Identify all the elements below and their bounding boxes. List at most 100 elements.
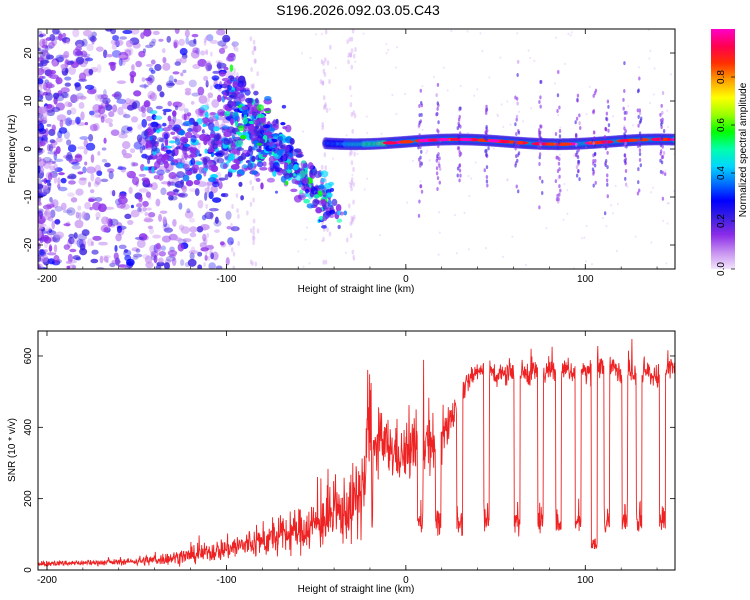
spectrogram-cell [210, 85, 213, 91]
spectrogram-cell [506, 179, 509, 182]
spectrogram-cell [116, 80, 127, 84]
spectrogram-cell [626, 185, 629, 188]
spectrogram-cell [634, 235, 637, 238]
spectrogram-cell [345, 134, 348, 137]
spectrogram-cell [101, 216, 109, 225]
spectrogram-cell [637, 139, 640, 144]
spectrogram-cell [48, 228, 53, 234]
spectrogram-cell [484, 108, 488, 113]
spectrogram-cell [154, 115, 163, 121]
spectrogram-cell [203, 158, 208, 165]
spectrogram-cell [545, 227, 548, 230]
spectrogram-cell [131, 247, 139, 252]
spectrogram-cell [332, 157, 335, 160]
spectrogram-cell [118, 133, 128, 139]
spectrogram-cell [515, 131, 518, 136]
spectrogram-cell [249, 259, 253, 265]
spectrogram-cell [49, 196, 53, 203]
spectrogram-cell [522, 120, 525, 123]
spectrogram-cell [218, 47, 226, 55]
spectrogram-cell [307, 162, 314, 170]
spectrogram-cell [303, 198, 310, 204]
spectrogram-cell [623, 132, 626, 137]
spectrogram-cell [84, 161, 88, 166]
spectrogram-cell [145, 191, 151, 198]
spectrogram-cell [94, 197, 103, 202]
spectrogram-cell [38, 183, 44, 189]
spectrogram-cell [614, 184, 617, 188]
spectrogram-cell [160, 245, 166, 251]
spectrogram-cell [576, 150, 579, 155]
spectrogram-cell [329, 209, 336, 215]
spectrogram-cell [339, 209, 342, 213]
spectrogram-cell [160, 147, 165, 151]
spectrogram-cell [351, 29, 355, 34]
spectrogram-cell [133, 141, 143, 150]
spectrogram-cell [437, 253, 440, 256]
spectrogram-cell [41, 141, 45, 147]
spectrogram-cell [485, 247, 488, 250]
spectrogram-cell [84, 202, 91, 210]
spectrogram-cell [623, 61, 626, 66]
spectrogram-cell [347, 59, 350, 65]
spectrogram-cell [457, 149, 460, 152]
spectrogram-cell [109, 262, 116, 268]
spectrogram-cell [83, 148, 88, 155]
spectrogram-cell [91, 249, 99, 255]
spectrogram-cell [418, 104, 421, 109]
spectrogram-cell [168, 75, 174, 84]
spectrogram-cell [134, 236, 144, 241]
spectrogram-cell [576, 154, 580, 159]
spectrogram-cell [208, 208, 219, 212]
snr-plot-area [38, 331, 675, 570]
spectrogram-cell [184, 152, 188, 161]
spectrogram-cell [39, 49, 50, 59]
y-tick-label: 0 [23, 146, 34, 152]
spectrogram-cell [256, 148, 262, 153]
spectrogram-cell [264, 95, 272, 101]
spectrogram-cell [607, 128, 610, 133]
spectrogram-cell [90, 258, 99, 264]
spectrogram-cell [337, 224, 341, 230]
spectrogram-cell [538, 155, 541, 160]
spectrogram-cell [120, 166, 127, 173]
spectrogram-cell [137, 123, 143, 130]
spectrogram-cell [230, 226, 240, 232]
spectrogram-cell [315, 207, 323, 214]
spectrogram-cell [217, 94, 222, 103]
spectrogram-cell [246, 210, 249, 216]
spectrogram-cell [295, 173, 302, 181]
spectrogram-cell [252, 235, 256, 241]
spectrogram-cell [208, 164, 218, 171]
spectrogram-cell [662, 151, 666, 156]
spectrogram-cell [145, 63, 154, 67]
spectrogram-cell [575, 165, 579, 170]
spectrogram-cell [417, 213, 421, 218]
spectrogram-cell [435, 112, 438, 117]
spectrogram-cell [55, 77, 63, 85]
spectrogram-cell [142, 253, 150, 260]
spectrogram-cell [66, 109, 72, 116]
spectrogram-cell [211, 75, 220, 81]
spectrogram-cell [164, 262, 170, 269]
spectrogram-cell [66, 207, 76, 216]
spectrogram-cell [80, 111, 85, 121]
spectrogram-cell [506, 100, 509, 103]
spectrogram-cell [143, 130, 149, 137]
spectrogram-cell [625, 144, 628, 149]
spectrogram-cell [436, 101, 439, 106]
spectrogram-cell [324, 165, 327, 171]
spectrogram-cell [45, 160, 55, 165]
spectrogram-cell [529, 56, 532, 60]
spectrogram-cell [222, 192, 229, 198]
spectrogram-cell [459, 84, 462, 88]
spectrogram-cell [233, 111, 239, 117]
spectrogram-cell [419, 88, 422, 93]
spectrogram-cell [53, 149, 58, 156]
spectrogram-cell [111, 259, 122, 265]
spectrogram-cell [637, 66, 640, 69]
spectrogram-cell [624, 182, 628, 187]
spectrogram-cell [435, 171, 439, 176]
spectrogram-cell [223, 139, 231, 145]
spectrogram-cell [459, 173, 462, 178]
